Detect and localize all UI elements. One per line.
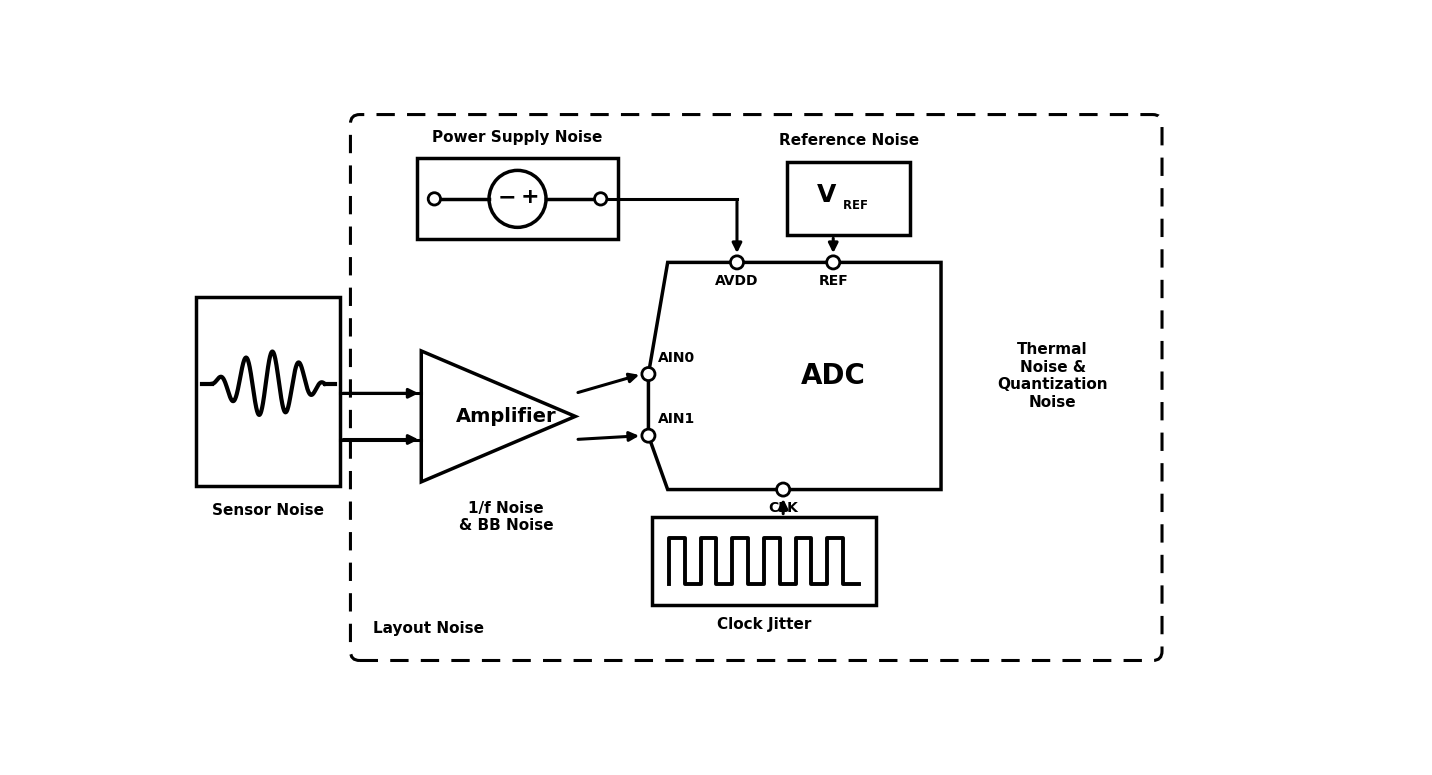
Text: 1/f Noise
& BB Noise: 1/f Noise & BB Noise	[458, 501, 553, 533]
Circle shape	[594, 193, 607, 205]
Text: Layout Noise: Layout Noise	[374, 621, 484, 636]
Circle shape	[730, 256, 743, 269]
Circle shape	[826, 256, 839, 269]
Text: $\mathbf{_{REF}}$: $\mathbf{_{REF}}$	[842, 194, 869, 212]
Text: ADC: ADC	[800, 362, 866, 390]
Text: −: −	[497, 188, 516, 208]
FancyBboxPatch shape	[418, 158, 617, 239]
FancyBboxPatch shape	[788, 162, 911, 236]
Circle shape	[642, 429, 654, 443]
Text: Power Supply Noise: Power Supply Noise	[432, 129, 603, 145]
FancyBboxPatch shape	[196, 297, 341, 486]
Circle shape	[428, 193, 441, 205]
FancyBboxPatch shape	[351, 115, 1161, 660]
Text: Amplifier: Amplifier	[455, 407, 556, 426]
Text: Clock Jitter: Clock Jitter	[717, 617, 811, 632]
Text: +: +	[521, 188, 540, 208]
Text: $\mathbf{V}$: $\mathbf{V}$	[816, 183, 838, 207]
FancyBboxPatch shape	[653, 516, 875, 605]
Text: REF: REF	[818, 274, 848, 288]
Text: AIN0: AIN0	[657, 351, 695, 365]
Circle shape	[776, 483, 789, 496]
Text: AIN1: AIN1	[657, 412, 695, 426]
Text: Reference Noise: Reference Noise	[779, 133, 919, 149]
Circle shape	[642, 367, 654, 381]
Text: AVDD: AVDD	[715, 274, 759, 288]
Text: CLK: CLK	[768, 501, 798, 515]
Text: Thermal
Noise &
Quantization
Noise: Thermal Noise & Quantization Noise	[997, 343, 1108, 409]
Text: Sensor Noise: Sensor Noise	[212, 503, 325, 518]
